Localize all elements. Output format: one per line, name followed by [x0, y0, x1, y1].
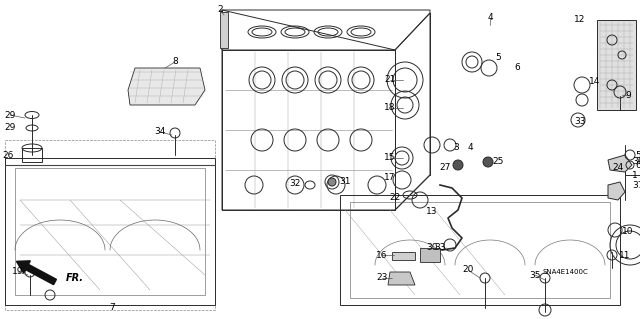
Circle shape: [453, 160, 463, 170]
Circle shape: [483, 157, 493, 167]
Text: 1: 1: [632, 170, 638, 180]
Text: 16: 16: [376, 250, 388, 259]
Text: 32: 32: [289, 179, 301, 188]
Text: 7: 7: [109, 303, 115, 313]
Text: 35: 35: [529, 271, 541, 279]
Polygon shape: [128, 68, 205, 105]
Text: SNA4E1400C: SNA4E1400C: [542, 269, 588, 275]
Text: 31: 31: [339, 177, 351, 187]
Text: 37: 37: [632, 181, 640, 189]
Text: 21: 21: [384, 76, 396, 85]
Text: 24: 24: [612, 164, 623, 173]
Circle shape: [328, 178, 336, 186]
Polygon shape: [220, 12, 228, 48]
Text: 20: 20: [462, 265, 474, 275]
Text: 25: 25: [492, 158, 504, 167]
Text: 12: 12: [574, 16, 586, 25]
Text: 34: 34: [154, 128, 166, 137]
Text: 33: 33: [435, 243, 445, 253]
FancyArrow shape: [17, 261, 56, 285]
Text: 4: 4: [487, 13, 493, 23]
Polygon shape: [388, 272, 415, 285]
Text: 9: 9: [625, 91, 631, 100]
Polygon shape: [608, 155, 632, 172]
Text: 19: 19: [12, 268, 24, 277]
Polygon shape: [392, 252, 415, 260]
Text: 23: 23: [376, 273, 388, 283]
Text: 10: 10: [622, 227, 634, 236]
Text: 13: 13: [426, 207, 438, 217]
Text: 33: 33: [574, 117, 586, 127]
Polygon shape: [420, 248, 440, 262]
Text: 3: 3: [453, 144, 459, 152]
Text: 36: 36: [632, 158, 640, 167]
Polygon shape: [608, 182, 625, 200]
Text: 27: 27: [439, 164, 451, 173]
Text: 4: 4: [467, 144, 473, 152]
Text: 5: 5: [495, 54, 501, 63]
Text: 22: 22: [389, 194, 401, 203]
Text: 18: 18: [384, 103, 396, 113]
Text: 5: 5: [635, 151, 640, 160]
Text: 17: 17: [384, 174, 396, 182]
Text: 8: 8: [172, 57, 178, 66]
Text: 6: 6: [514, 63, 520, 72]
Text: 26: 26: [3, 151, 13, 160]
Text: 11: 11: [620, 250, 631, 259]
Text: FR.: FR.: [66, 273, 84, 283]
Text: 14: 14: [589, 78, 601, 86]
Text: 29: 29: [4, 123, 16, 132]
Text: 15: 15: [384, 153, 396, 162]
Polygon shape: [597, 20, 636, 110]
Text: 29: 29: [4, 110, 16, 120]
Text: 30: 30: [426, 243, 438, 253]
Text: 2: 2: [217, 5, 223, 14]
Text: 6: 6: [635, 160, 640, 169]
